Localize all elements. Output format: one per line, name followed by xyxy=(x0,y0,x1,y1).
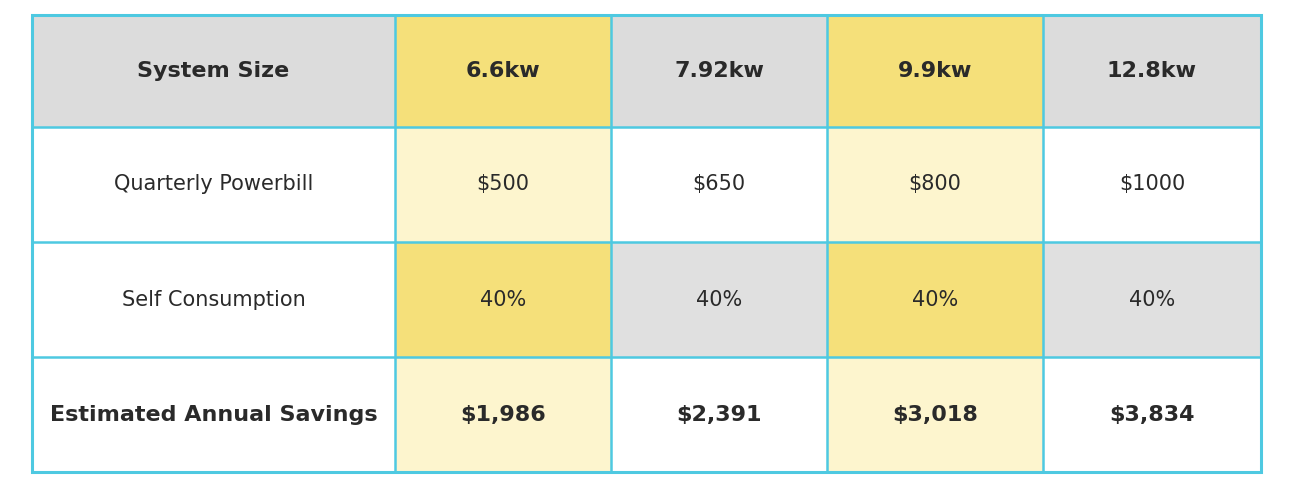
Bar xyxy=(1043,242,1261,357)
Text: 40%: 40% xyxy=(1129,290,1175,310)
Bar xyxy=(828,242,1043,357)
Bar xyxy=(1043,357,1261,472)
Text: 6.6kw: 6.6kw xyxy=(465,61,540,81)
Bar xyxy=(32,242,394,357)
Text: $3,018: $3,018 xyxy=(892,405,978,425)
Bar xyxy=(32,15,394,127)
Text: $3,834: $3,834 xyxy=(1109,405,1195,425)
Text: $1000: $1000 xyxy=(1118,174,1186,194)
Bar xyxy=(610,357,828,472)
Bar xyxy=(610,127,828,242)
Text: $500: $500 xyxy=(476,174,529,194)
Bar xyxy=(32,357,394,472)
Bar xyxy=(828,357,1043,472)
Bar xyxy=(394,127,610,242)
Bar xyxy=(394,242,610,357)
Text: 40%: 40% xyxy=(480,290,526,310)
Bar xyxy=(1043,15,1261,127)
Text: 12.8kw: 12.8kw xyxy=(1107,61,1197,81)
Bar xyxy=(610,242,828,357)
Bar xyxy=(1043,127,1261,242)
Text: $1,986: $1,986 xyxy=(460,405,546,425)
Bar xyxy=(394,357,610,472)
Text: 40%: 40% xyxy=(696,290,742,310)
Text: 40%: 40% xyxy=(912,290,958,310)
Bar xyxy=(828,15,1043,127)
Text: $2,391: $2,391 xyxy=(676,405,762,425)
Bar xyxy=(394,15,610,127)
Text: Quarterly Powerbill: Quarterly Powerbill xyxy=(114,174,313,194)
Text: 7.92kw: 7.92kw xyxy=(674,61,764,81)
Bar xyxy=(32,127,394,242)
Text: $800: $800 xyxy=(909,174,962,194)
Bar xyxy=(610,15,828,127)
Text: 9.9kw: 9.9kw xyxy=(897,61,972,81)
Text: Self Consumption: Self Consumption xyxy=(122,290,305,310)
Text: Estimated Annual Savings: Estimated Annual Savings xyxy=(49,405,378,425)
Text: $650: $650 xyxy=(693,174,746,194)
Text: System Size: System Size xyxy=(137,61,290,81)
Bar xyxy=(828,127,1043,242)
